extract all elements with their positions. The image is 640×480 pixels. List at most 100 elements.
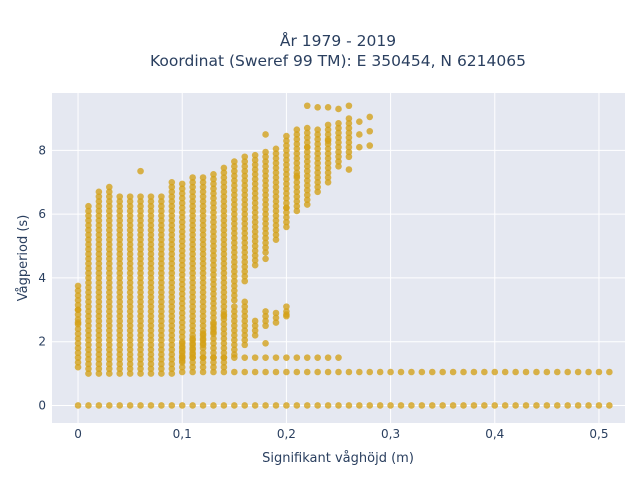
data-point [199, 293, 207, 301]
data-point [95, 303, 103, 310]
data-point [178, 339, 186, 347]
data-point [231, 268, 238, 275]
data-point [147, 308, 155, 315]
data-point [85, 327, 92, 334]
data-point [220, 303, 228, 310]
data-point [241, 249, 249, 256]
data-point [85, 279, 92, 287]
data-point [178, 214, 186, 221]
data-point [106, 312, 113, 320]
data-point [210, 300, 217, 307]
data-point [231, 239, 238, 247]
data-point [262, 210, 269, 218]
data-point [95, 265, 103, 272]
data-point [356, 131, 363, 138]
data-point [231, 229, 238, 237]
data-point [116, 217, 124, 224]
data-point [126, 336, 134, 344]
data-point [293, 402, 301, 409]
data-point [366, 142, 374, 149]
data-point [168, 341, 176, 349]
data-point [231, 303, 238, 310]
data-point [137, 198, 144, 205]
data-point [293, 198, 301, 205]
data-point [283, 194, 290, 202]
data-point [220, 349, 228, 357]
data-point [95, 236, 103, 243]
data-point [272, 159, 280, 167]
data-point [387, 368, 394, 376]
data-point [262, 201, 269, 208]
data-point [147, 402, 155, 409]
data-point [106, 183, 113, 191]
data-point [272, 155, 280, 162]
data-point [272, 207, 280, 215]
data-point [272, 226, 280, 234]
data-point [116, 365, 124, 373]
data-point [241, 225, 249, 232]
data-point [262, 186, 269, 194]
data-point [356, 368, 363, 376]
data-point [210, 223, 217, 231]
data-point [106, 332, 113, 339]
data-point [199, 212, 207, 220]
data-point [168, 212, 176, 220]
data-point [231, 220, 238, 228]
data-point [95, 222, 103, 229]
data-point [126, 265, 134, 272]
data-point [283, 354, 290, 361]
data-point [178, 228, 186, 235]
data-point [251, 151, 259, 159]
data-point [126, 284, 134, 291]
data-point [272, 198, 280, 205]
data-point [168, 255, 176, 263]
data-point [126, 360, 134, 368]
data-point [106, 351, 113, 358]
data-point [356, 118, 363, 125]
data-point [220, 241, 228, 248]
data-point [210, 349, 217, 357]
data-point [241, 210, 249, 218]
data-point [95, 351, 103, 358]
data-point [85, 217, 92, 224]
data-point [178, 261, 186, 269]
data-point [293, 183, 301, 191]
data-point [262, 163, 269, 170]
data-point [95, 188, 103, 196]
data-point [126, 346, 134, 353]
data-point [85, 255, 92, 263]
data-point [137, 308, 144, 315]
data-point [241, 153, 249, 161]
data-point [199, 236, 207, 243]
data-point [262, 215, 269, 223]
data-point [106, 284, 113, 291]
data-point [241, 163, 249, 170]
data-point [272, 169, 280, 177]
data-point [314, 354, 321, 361]
data-point [189, 368, 196, 376]
data-point [220, 260, 228, 267]
data-point [293, 202, 301, 210]
data-point [460, 402, 467, 409]
data-point [168, 322, 176, 330]
data-point [168, 250, 176, 258]
data-point [210, 214, 217, 221]
data-point [199, 288, 207, 296]
data-point [137, 298, 144, 306]
data-point [231, 402, 238, 409]
data-point [241, 239, 249, 247]
data-point [251, 180, 259, 188]
data-point [262, 158, 269, 165]
data-point [293, 207, 301, 215]
data-point [85, 365, 92, 373]
data-point [116, 308, 124, 315]
data-point [210, 171, 217, 178]
data-point [293, 354, 301, 361]
data-point [106, 250, 113, 258]
data-point [116, 288, 124, 296]
data-point [262, 225, 269, 232]
data-point [178, 247, 186, 255]
data-point [106, 269, 113, 277]
data-point [126, 322, 134, 330]
data-point [189, 178, 196, 186]
